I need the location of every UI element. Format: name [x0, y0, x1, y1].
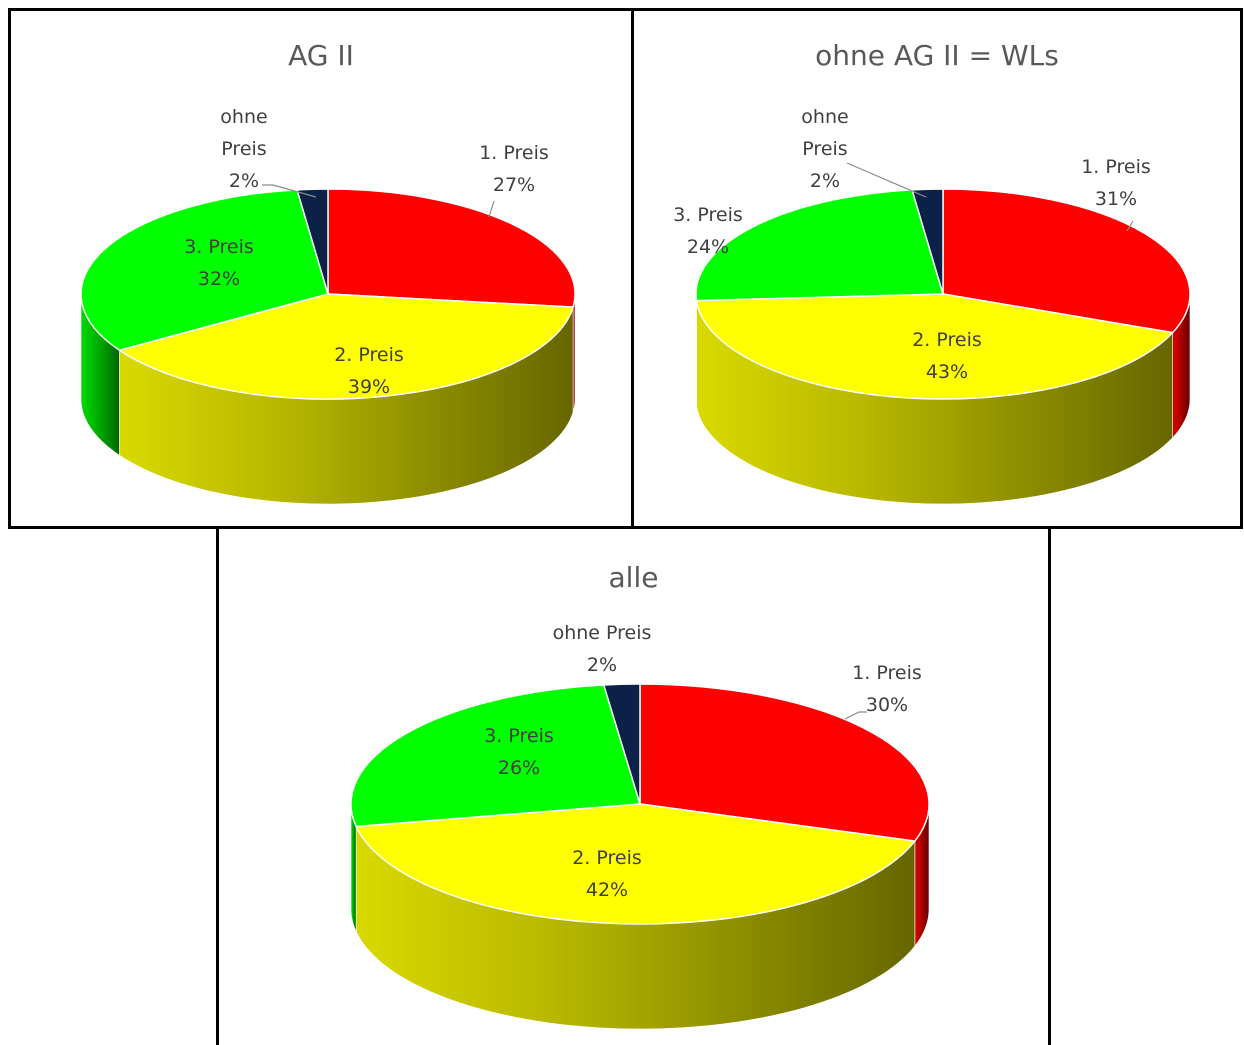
pie-sides	[80, 293, 576, 505]
pie-slice-3	[350, 684, 641, 828]
pie-slice-4	[603, 683, 641, 805]
chart-panel-alle: alle 1. Preis 30% 2. Preis 42% 3. Preis 26% oh…	[216, 526, 1051, 1045]
leader-line	[488, 200, 495, 218]
leader-line	[846, 162, 927, 198]
pie-slice-1	[942, 188, 1191, 334]
pie-sides	[695, 294, 1191, 505]
pie-slice-2	[695, 293, 1174, 400]
chart-title: ohne AG II = WLs	[815, 39, 1059, 72]
pie-slice-2	[355, 803, 916, 925]
slice-label-3: 3. Preis 24%	[673, 204, 743, 258]
slice-label-2: 2. Preis 42%	[572, 847, 642, 901]
leader-line	[844, 711, 867, 720]
chart-panel-ohne-ag-ii: ohne AG II = WLs 1. Preis 31% 2. Preis 43% 3…	[631, 8, 1243, 529]
leader-line	[262, 184, 317, 198]
pie-slice-1	[327, 188, 576, 308]
slice-label-1: 1. Preis 31%	[1081, 156, 1151, 210]
chart-panel-ag-ii: AG II 1. Preis 27% 2. Preis 39% 3. Preis 32% o…	[8, 8, 634, 529]
pie-chart: 1. Preis 27% 2. Preis 39% 3. Preis 32% ohne Pre…	[80, 106, 576, 505]
chart-title: alle	[608, 561, 659, 594]
pie-slice-4	[296, 188, 329, 295]
pie-chart: 1. Preis 31% 2. Preis 43% 3. Preis 24% ohne Pre…	[673, 106, 1191, 505]
slice-label-3: 3. Preis 26%	[484, 725, 554, 779]
slice-label-3: 3. Preis 32%	[184, 236, 254, 290]
chart-title: AG II	[288, 39, 354, 72]
slice-label-4: ohne Preis 2%	[801, 106, 848, 192]
pie-slice-1	[639, 683, 930, 842]
pie-slice-3	[80, 189, 329, 352]
pie-slices	[80, 188, 576, 400]
pie-slice-3	[695, 189, 944, 302]
pie-slice-4	[911, 188, 944, 295]
slice-label-4: ohne Preis 2%	[553, 622, 652, 676]
slice-label-1: 1. Preis 30%	[852, 662, 922, 716]
slice-label-2: 2. Preis 43%	[912, 329, 982, 383]
pie-slices	[695, 188, 1191, 400]
pie-slices	[350, 683, 930, 925]
slice-label-2: 2. Preis 39%	[334, 344, 404, 398]
pie-chart: 1. Preis 30% 2. Preis 42% 3. Preis 26% ohne Pr…	[350, 622, 930, 1030]
slice-label-1: 1. Preis 27%	[479, 142, 549, 196]
leader-line	[1126, 220, 1134, 232]
slice-label-4: ohne Preis 2%	[220, 106, 267, 192]
